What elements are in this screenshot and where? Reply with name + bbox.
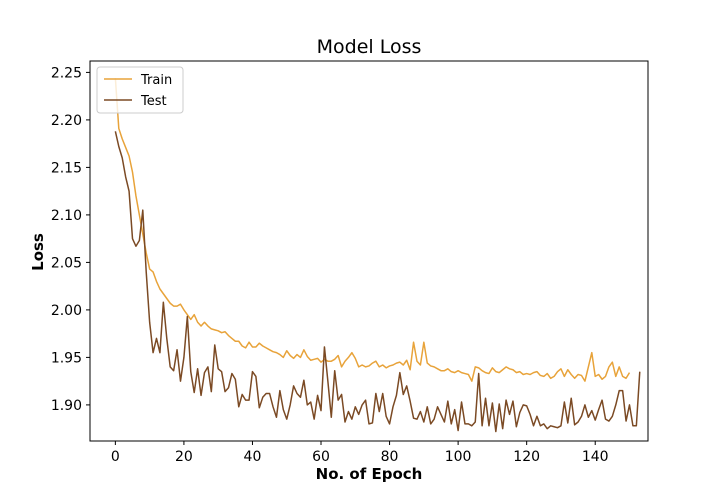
series-line-train <box>114 78 631 382</box>
y-tick-label: 2.20 <box>51 113 82 129</box>
y-axis-label: Loss <box>29 233 47 271</box>
y-tick-label: 2.05 <box>51 255 82 271</box>
legend: Train Test <box>96 66 184 114</box>
y-tick-label: 1.90 <box>51 398 82 414</box>
x-tick-label: 40 <box>244 449 262 465</box>
series-layer <box>114 78 641 433</box>
x-tick-label: 80 <box>381 449 399 465</box>
y-tick-label: 2.10 <box>51 208 82 224</box>
y-tick-label: 2.15 <box>51 160 82 176</box>
x-tick-label: 0 <box>111 449 120 465</box>
x-tick-label: 120 <box>513 449 540 465</box>
tick-layer: 0 20 40 60 80 100 120 140 1.90 1.95 2.00 2.05 2.10 2.… <box>51 65 609 465</box>
x-axis-label: No. of Epoch <box>316 465 423 483</box>
y-tick-label: 1.95 <box>51 350 82 366</box>
y-tick-label: 2.25 <box>51 65 82 81</box>
x-tick-label: 140 <box>582 449 609 465</box>
plot-frame <box>89 60 649 442</box>
y-tick-label: 2.00 <box>51 303 82 319</box>
legend-test-label: Test <box>140 94 167 109</box>
x-tick-label: 60 <box>312 449 330 465</box>
legend-train-label: Train <box>140 73 172 88</box>
chart-title: Model Loss <box>317 36 422 58</box>
x-tick-label: 100 <box>445 449 472 465</box>
x-tick-label: 20 <box>175 449 193 465</box>
series-line-test <box>114 131 641 433</box>
